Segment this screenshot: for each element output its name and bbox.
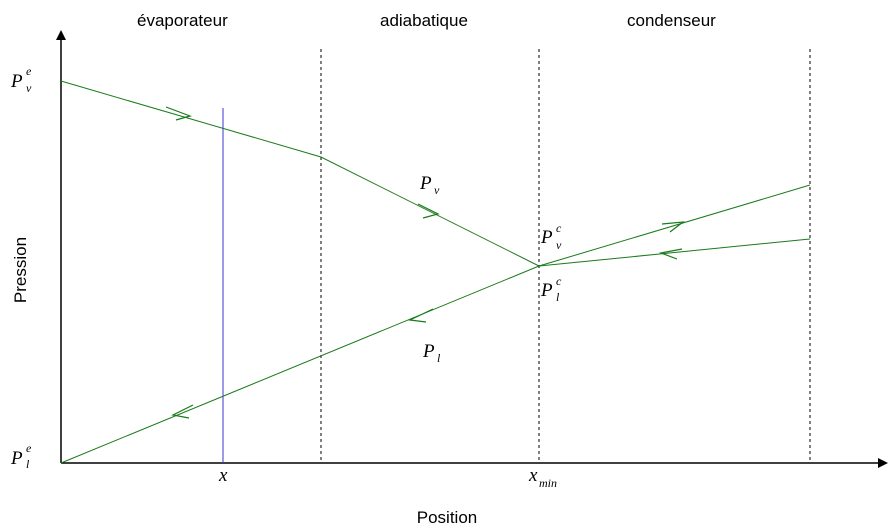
region-label-condenser: condenseur <box>627 11 716 30</box>
label-Pv-c: P v c <box>540 221 562 252</box>
x-axis-title: Position <box>417 508 477 527</box>
label-Pv-e: P v e <box>10 64 32 95</box>
y-axis-title: Pression <box>11 237 30 303</box>
label-Pl-e: P l e <box>10 441 32 471</box>
svg-text:P: P <box>540 227 553 248</box>
svg-text:P: P <box>10 71 23 92</box>
condenser-lower-branch <box>538 238 811 267</box>
svg-text:P: P <box>422 341 435 362</box>
condenser-upper-branch <box>538 184 811 267</box>
label-x-min: x min <box>528 465 557 490</box>
label-Pl-c: P l c <box>540 274 562 304</box>
arrow-vapor-evaporator <box>165 106 192 121</box>
arrow-condenser-upper <box>661 221 686 233</box>
svg-text:P: P <box>419 173 432 194</box>
svg-text:c: c <box>556 221 562 235</box>
svg-text:v: v <box>434 183 440 197</box>
svg-text:c: c <box>556 274 562 288</box>
svg-text:e: e <box>26 64 32 78</box>
label-Pl: P l <box>422 341 441 365</box>
svg-text:P: P <box>10 448 23 469</box>
svg-text:e: e <box>26 441 32 455</box>
label-Pv: P v <box>419 173 440 197</box>
vapor-pressure-curve <box>60 80 540 267</box>
svg-text:x: x <box>528 465 538 486</box>
svg-text:l: l <box>437 351 441 365</box>
svg-text:l: l <box>556 290 560 304</box>
svg-text:P: P <box>540 280 553 301</box>
arrow-liquid-adiabatic <box>407 308 434 323</box>
svg-text:l: l <box>26 457 30 471</box>
liquid-pressure-curve <box>60 265 540 464</box>
region-label-adiabatic: adiabatique <box>380 11 468 30</box>
arrow-liquid-evaporator <box>171 404 194 419</box>
label-x: x <box>218 465 228 486</box>
svg-text:v: v <box>556 238 562 252</box>
svg-text:v: v <box>26 81 32 95</box>
region-label-evaporator: évaporateur <box>137 11 228 30</box>
svg-text:min: min <box>539 476 557 490</box>
arrow-vapor-adiabatic <box>417 203 440 219</box>
arrow-condenser-lower <box>658 248 683 260</box>
